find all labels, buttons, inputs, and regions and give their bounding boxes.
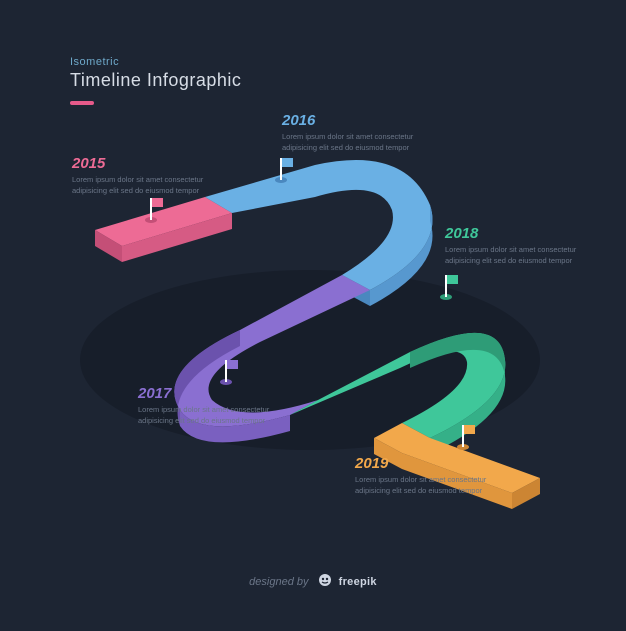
milestone-2015: 2015 Lorem ipsum dolor sit amet consecte… [72, 155, 212, 197]
milestone-year: 2016 [282, 112, 422, 129]
flag-icon [227, 360, 238, 369]
flag-2019 [462, 425, 476, 447]
freepik-logo-icon [318, 573, 332, 590]
flag-2016 [280, 158, 294, 180]
flag-2015 [150, 198, 164, 220]
footer: designed by freepik [0, 573, 626, 590]
flag-icon [464, 425, 475, 434]
milestone-year: 2017 [138, 385, 278, 402]
flag-icon [282, 158, 293, 167]
flag-2018 [445, 275, 459, 297]
milestone-year: 2018 [445, 225, 585, 242]
timeline-stage [0, 0, 626, 626]
milestone-year: 2019 [355, 455, 495, 472]
milestone-2017: 2017 Lorem ipsum dolor sit amet consecte… [138, 385, 278, 427]
footer-by-label: designed by [249, 576, 308, 588]
milestone-text: Lorem ipsum dolor sit amet consectetur a… [355, 474, 495, 497]
footer-brand: freepik [339, 576, 377, 588]
milestone-text: Lorem ipsum dolor sit amet consectetur a… [138, 404, 278, 427]
milestone-2018: 2018 Lorem ipsum dolor sit amet consecte… [445, 225, 585, 267]
milestone-text: Lorem ipsum dolor sit amet consectetur a… [72, 174, 212, 197]
timeline-path-svg [0, 0, 626, 626]
flag-icon [447, 275, 458, 284]
milestone-2016: 2016 Lorem ipsum dolor sit amet consecte… [282, 112, 422, 154]
milestone-2019: 2019 Lorem ipsum dolor sit amet consecte… [355, 455, 495, 497]
flag-icon [152, 198, 163, 207]
flag-2017 [225, 360, 239, 382]
milestone-text: Lorem ipsum dolor sit amet consectetur a… [282, 131, 422, 154]
milestone-text: Lorem ipsum dolor sit amet consectetur a… [445, 244, 585, 267]
milestone-year: 2015 [72, 155, 212, 172]
